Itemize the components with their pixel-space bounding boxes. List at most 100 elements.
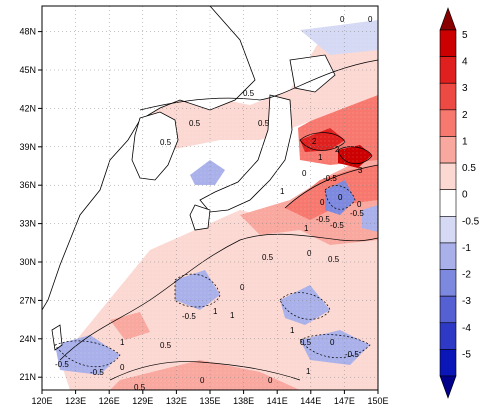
x-tick-label: 141E	[267, 396, 288, 406]
contour-label: 1	[213, 307, 218, 316]
y-tick-label: 33N	[19, 219, 36, 229]
plot-area: 0 0 0.5 0.5 0.5 0.5 2 0 -0.5 0 0 -0.5 1 …	[42, 6, 378, 392]
x-tick-label: 144E	[300, 396, 321, 406]
colorbar-label: -4	[462, 323, 471, 334]
colorbar-label: -0.5	[462, 216, 480, 227]
x-axis: 120E 123E 126E 129E 132E 135E 138E 141E 144E 147E…	[31, 390, 389, 406]
y-tick-label: 30N	[19, 257, 36, 267]
y-tick-label: 21N	[19, 372, 36, 382]
colorbar-swatch	[439, 29, 457, 57]
colorbar-swatch	[439, 242, 457, 270]
y-tick-label: 48N	[19, 27, 36, 37]
colorbar-swatch	[439, 109, 457, 137]
x-tick-label: 132E	[166, 396, 187, 406]
contour-label: 0	[200, 376, 205, 385]
colorbar-label: 2	[462, 110, 468, 121]
colorbar-label: 1	[462, 136, 468, 147]
contour-label: 0.5	[160, 138, 172, 147]
x-tick-label: 120E	[31, 396, 52, 406]
gridlines	[42, 6, 378, 390]
contour-label: 1	[120, 338, 125, 347]
contour-label: 0.5	[243, 89, 255, 98]
korean-peninsula	[131, 111, 179, 181]
contour-label: -0.5	[350, 209, 364, 218]
contour-line	[174, 273, 221, 308]
contour-line	[299, 334, 371, 358]
colorbar-label: 3	[462, 83, 468, 94]
contour-label: -0.5	[316, 215, 330, 224]
land-masses	[42, 6, 336, 351]
x-tick-label: 138E	[233, 396, 254, 406]
x-tick-label: 129E	[132, 396, 153, 406]
colorbar-label: 0	[462, 190, 468, 201]
colorbar-swatch	[439, 56, 457, 84]
contour-label: 0	[268, 376, 273, 385]
contour-label: 0	[338, 193, 343, 202]
contour-label: -0.5	[90, 368, 104, 377]
contour-label: 1	[304, 224, 309, 233]
y-tick-label: 27N	[19, 295, 36, 305]
colorbar: 5 4 3 2 1 0.5 0 -0.5 -1 -2 -3 -4 -5	[439, 7, 480, 399]
colorbar-swatch	[439, 136, 457, 164]
colorbar-label: -2	[462, 270, 471, 281]
y-tick-label: 24N	[19, 334, 36, 344]
colorbar-label: 5	[462, 30, 468, 41]
contour-label: 1	[230, 311, 235, 320]
contour-label: 0	[307, 249, 312, 258]
contour-label: 0	[302, 169, 307, 178]
colorbar-label: 0.5	[462, 163, 476, 174]
contour-label: 1	[318, 153, 323, 162]
contour-label: 0.5	[258, 119, 270, 128]
x-tick-label: 123E	[65, 396, 86, 406]
contour-label: -0.5	[330, 221, 344, 230]
x-tick-label: 150E	[367, 396, 388, 406]
y-tick-label: 39N	[19, 142, 36, 152]
contour-label: 0	[340, 15, 345, 24]
colorbar-top-arrow	[439, 7, 457, 31]
x-tick-label: 135E	[199, 396, 220, 406]
contour-label: 2	[335, 145, 340, 154]
x-tick-label: 147E	[334, 396, 355, 406]
y-tick-label: 45N	[19, 65, 36, 75]
colorbar-swatch	[439, 216, 457, 244]
contour-label: 1	[306, 367, 311, 376]
colorbar-swatch	[439, 322, 457, 350]
contour-label: -0.5	[345, 350, 359, 359]
contour-label: 0	[357, 200, 362, 209]
contour-line	[59, 233, 378, 361]
contour-label: -0.5	[55, 360, 69, 369]
y-axis: 48N 45N 42N 39N 36N 33N 30N 27N 24N 21N	[19, 27, 42, 382]
contour-label: 0.5	[262, 253, 274, 262]
contour-label: 0	[320, 198, 325, 207]
contour-line	[109, 361, 301, 381]
contour-label: 0.5	[134, 383, 146, 392]
contour-line	[139, 59, 378, 111]
contour-line	[299, 132, 346, 151]
contour-label: 1	[280, 187, 285, 196]
contour-label: 0.5	[328, 255, 340, 264]
contour-label: 0	[330, 338, 335, 347]
colorbar-label: -5	[462, 349, 471, 360]
contour-line	[284, 164, 378, 209]
colorbar-label: -3	[462, 296, 471, 307]
contour-label: 0.5	[160, 341, 172, 350]
contour-label: 0.5	[189, 119, 201, 128]
contour-label: -0.5	[182, 312, 196, 321]
contour-line	[337, 146, 373, 164]
colorbar-bottom-arrow	[439, 375, 457, 399]
contour-label: 0	[120, 363, 125, 372]
colorbar-swatch	[439, 189, 457, 217]
contour-label: 3	[358, 166, 363, 175]
colorbar-label: -1	[462, 243, 471, 254]
colorbar-label: 4	[462, 57, 468, 68]
y-tick-label: 42N	[19, 103, 36, 113]
colorbar-swatch	[439, 349, 457, 377]
x-tick-label: 126E	[99, 396, 120, 406]
contour-line	[324, 185, 356, 210]
japan-honshu	[199, 94, 293, 213]
colorbar-swatch	[439, 82, 457, 111]
contour-label: 0	[240, 283, 245, 292]
colorbar-swatch	[439, 295, 457, 324]
colorbar-swatch	[439, 162, 457, 190]
